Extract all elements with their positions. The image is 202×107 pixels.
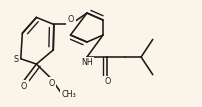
Text: O: O xyxy=(68,15,74,24)
Text: O: O xyxy=(104,77,111,86)
Text: NH: NH xyxy=(81,58,93,67)
Text: O: O xyxy=(21,82,27,91)
Text: CH₃: CH₃ xyxy=(62,90,76,99)
Text: O: O xyxy=(48,79,54,88)
Text: S: S xyxy=(13,55,18,64)
